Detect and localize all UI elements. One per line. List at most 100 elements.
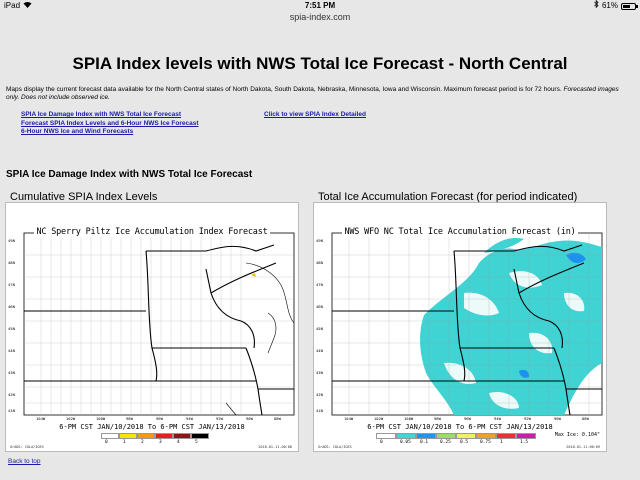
lat-label: 44N <box>316 348 323 353</box>
right-legend-labels: 0 0.05 0.1 0.25 0.5 0.75 1 1.5 <box>380 440 540 445</box>
lon-label: 88W <box>582 416 589 421</box>
legend-label: 0.75 <box>480 440 491 445</box>
lon-label: 96W <box>156 416 163 421</box>
legend-swatch <box>416 433 436 439</box>
legend-swatch <box>496 433 516 439</box>
lat-label: 45N <box>8 326 15 331</box>
legend-label: 0.05 <box>400 440 411 445</box>
lon-label: 98W <box>434 416 441 421</box>
legend-label: 1.5 <box>520 440 529 445</box>
legend-swatch <box>137 433 155 439</box>
lat-label: 48N <box>316 260 323 265</box>
back-to-top-link[interactable]: Back to top <box>8 458 41 465</box>
legend-swatch <box>155 433 173 439</box>
legend-swatch <box>101 433 119 439</box>
battery-icon <box>621 2 638 10</box>
legend-swatch <box>396 433 416 439</box>
legend-swatch <box>376 433 396 439</box>
legend-label: 4 <box>177 440 180 445</box>
max-ice-label: Max Ice: 0.104" <box>554 432 600 438</box>
left-footer-timestamp: 2018-01-11-00:08 <box>258 445 292 449</box>
wifi-icon <box>23 0 32 11</box>
spia-map-graphic <box>6 203 298 451</box>
carrier-label: iPad <box>4 1 21 10</box>
lon-label: 90W <box>554 416 561 421</box>
right-time-range: 6-PM CST JAN/10/2018 To 6-PM CST JAN/13/… <box>367 423 553 431</box>
status-left: iPad <box>4 0 32 11</box>
link-spia-detailed[interactable]: Click to view SPIA Index Detailed <box>264 111 366 118</box>
legend-label: 0.1 <box>420 440 429 445</box>
right-footer-timestamp: 2018-01-11-00:09 <box>566 445 600 449</box>
lat-label: 45N <box>316 326 323 331</box>
lat-label: 42N <box>8 392 15 397</box>
right-legend <box>376 433 536 439</box>
section-heading: SPIA Ice Damage Index with NWS Total Ice… <box>6 169 253 180</box>
section-links: SPIA Ice Damage Index with NWS Total Ice… <box>21 111 198 137</box>
link-spia-ice-damage[interactable]: SPIA Ice Damage Index with NWS Total Ice… <box>21 111 182 118</box>
legend-swatch <box>516 433 536 439</box>
lon-label: 104W <box>36 416 46 421</box>
legend-label: 1 <box>500 440 503 445</box>
legend-label: 1 <box>123 440 126 445</box>
battery-level <box>623 4 630 8</box>
lon-label: 92W <box>216 416 223 421</box>
description-note: Forecasted images only. Does not include… <box>6 86 619 101</box>
legend-swatch <box>436 433 456 439</box>
lat-label: 48N <box>8 260 15 265</box>
lat-label: 41N <box>8 408 15 413</box>
lon-label: 104W <box>344 416 354 421</box>
lat-label: 42N <box>316 392 323 397</box>
lon-label: 98W <box>126 416 133 421</box>
legend-label: 5 <box>195 440 198 445</box>
lon-label: 102W <box>374 416 384 421</box>
legend-label: 2 <box>141 440 144 445</box>
description-text: Maps display the current forecast data a… <box>6 86 562 93</box>
legend-swatch <box>173 433 191 439</box>
address-bar[interactable]: spia-index.com <box>289 12 351 22</box>
status-right: 61% <box>594 0 638 11</box>
lon-label: 96W <box>464 416 471 421</box>
left-map-title: NC Sperry Piltz Ice Accumulation Index F… <box>34 227 270 237</box>
right-map-heading: Total Ice Accumulation Forecast (for per… <box>318 191 578 203</box>
lat-label: 47N <box>8 282 15 287</box>
page-title: SPIA Index levels with NWS Total Ice For… <box>72 54 568 73</box>
lat-label: 46N <box>316 304 323 309</box>
legend-label: 0.5 <box>460 440 469 445</box>
bluetooth-icon <box>594 0 599 11</box>
nws-ice-map-graphic <box>314 203 606 451</box>
left-map-heading: Cumulative SPIA Index Levels <box>10 191 158 203</box>
lon-label: 102W <box>66 416 76 421</box>
lat-label: 43N <box>8 370 15 375</box>
status-bar: iPad 7:51 PM 61% <box>0 0 640 11</box>
right-footer-source: GrADS: COLA/IGES <box>318 445 352 449</box>
spia-index-map[interactable]: NC Sperry Piltz Ice Accumulation Index F… <box>5 202 299 452</box>
status-time: 7:51 PM <box>304 1 336 10</box>
lat-label: 49N <box>316 238 323 243</box>
lat-label: 41N <box>316 408 323 413</box>
lon-label: 94W <box>186 416 193 421</box>
lat-label: 49N <box>8 238 15 243</box>
legend-swatch <box>456 433 476 439</box>
lon-label: 100W <box>404 416 414 421</box>
legend-label: 3 <box>159 440 162 445</box>
lat-label: 47N <box>316 282 323 287</box>
link-nws-ice-wind[interactable]: 6-Hour NWS Ice and Wind Forecasts <box>21 128 134 135</box>
lat-label: 44N <box>8 348 15 353</box>
right-map-title: NWS WFO NC Total Ice Accumulation Foreca… <box>342 227 578 237</box>
lat-label: 43N <box>316 370 323 375</box>
left-footer-source: GrADS: COLA/IGES <box>10 445 44 449</box>
nws-ice-map[interactable]: NWS WFO NC Total Ice Accumulation Foreca… <box>313 202 607 452</box>
legend-label: 0.25 <box>440 440 451 445</box>
lon-label: 90W <box>246 416 253 421</box>
left-legend <box>101 433 209 439</box>
lon-label: 88W <box>274 416 281 421</box>
legend-label: 0 <box>380 440 383 445</box>
lon-label: 92W <box>524 416 531 421</box>
lat-label: 46N <box>8 304 15 309</box>
legend-swatch <box>191 433 209 439</box>
lon-label: 94W <box>494 416 501 421</box>
link-forecast-spia-levels[interactable]: Forecast SPIA Index Levels and 6-Hour NW… <box>21 119 199 127</box>
left-time-range: 6-PM CST JAN/10/2018 To 6-PM CST JAN/13/… <box>59 423 245 431</box>
battery-percent: 61% <box>601 1 618 10</box>
legend-swatch <box>119 433 137 439</box>
